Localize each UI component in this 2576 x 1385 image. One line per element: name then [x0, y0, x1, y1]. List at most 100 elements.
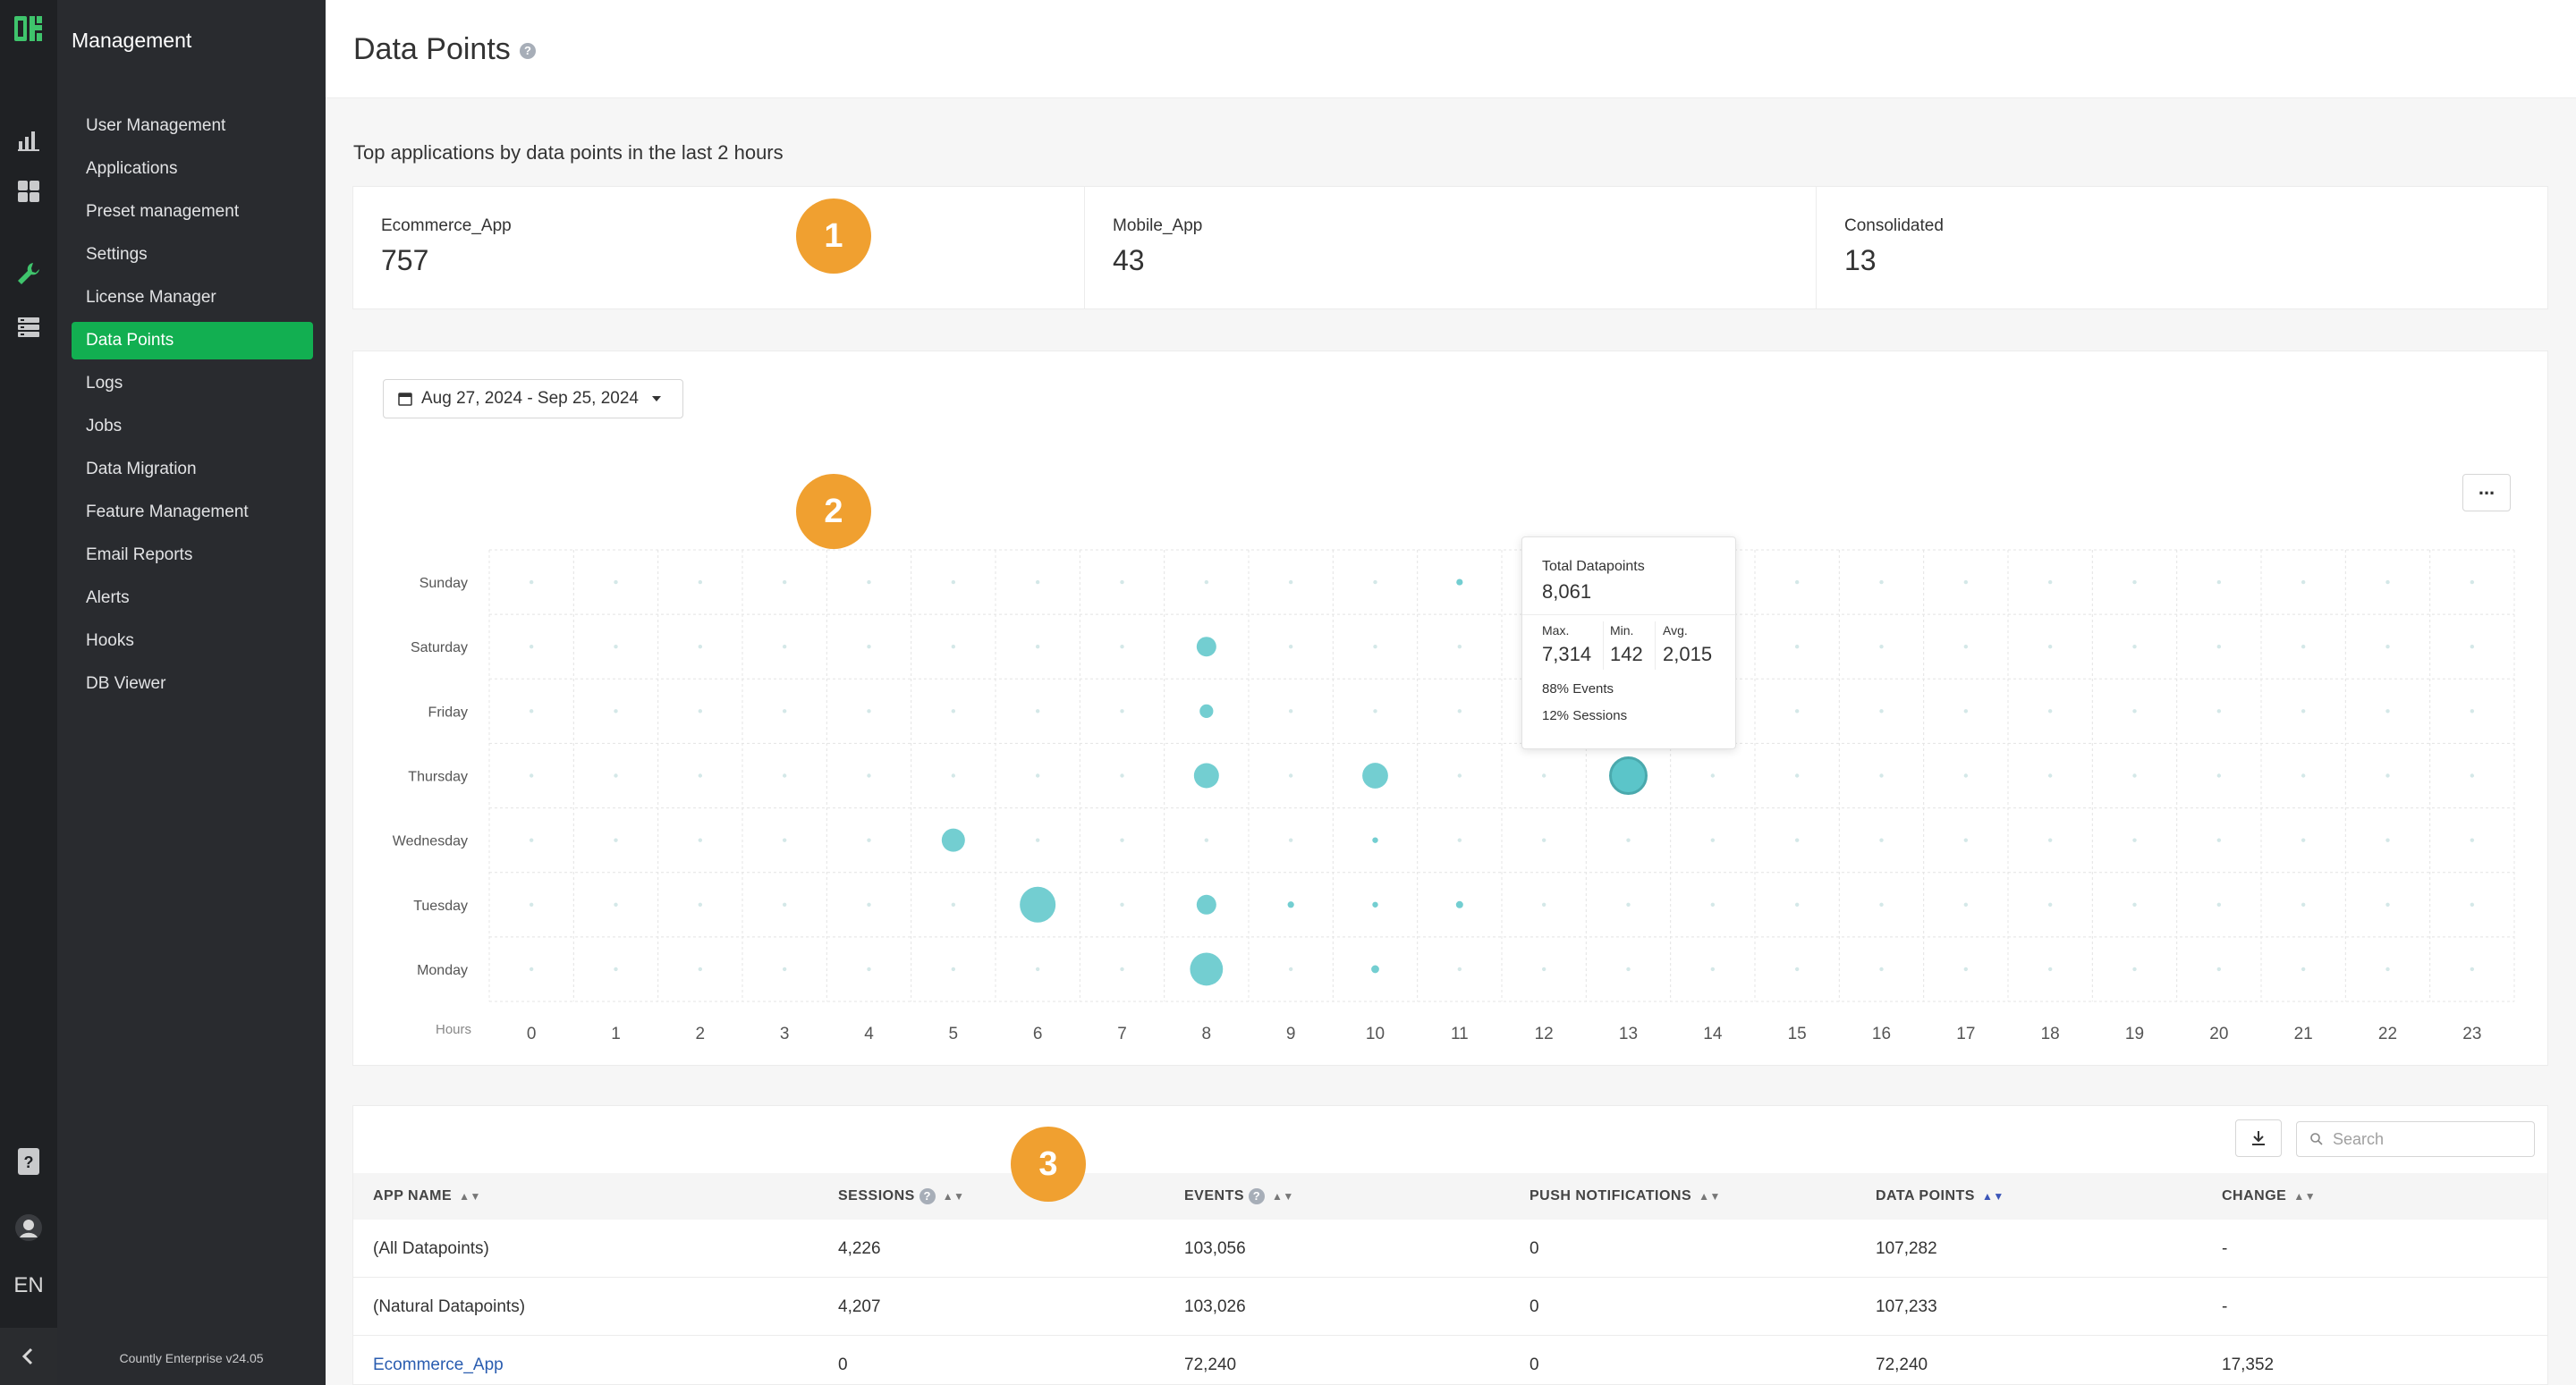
countly-logo-icon[interactable]: [13, 13, 45, 45]
sidebar-item-license-manager[interactable]: License Manager: [86, 288, 216, 307]
empty-cell-dot: [1710, 773, 1716, 778]
x-tick-label: 11: [1451, 1025, 1469, 1043]
sidebar-item-preset-management[interactable]: Preset management: [86, 202, 240, 221]
sidebar-item-alerts[interactable]: Alerts: [86, 588, 130, 607]
tooltip-max-value: 7,314: [1542, 643, 1592, 665]
empty-cell-dot: [867, 838, 871, 842]
sidebar-item-data-migration[interactable]: Data Migration: [86, 460, 197, 478]
empty-cell-dot: [1035, 579, 1040, 585]
date-range-picker[interactable]: Aug 27, 2024 - Sep 25, 2024: [383, 379, 683, 418]
top-app-value: 757: [381, 244, 429, 276]
sidebar-item-feature-management[interactable]: Feature Management: [86, 502, 249, 521]
tooltip-events-share: 88% Events: [1542, 681, 1614, 697]
cell-events: 103,056: [1184, 1239, 1246, 1258]
column-header-sessions[interactable]: SESSIONS ? ▲▼: [838, 1173, 965, 1220]
empty-cell-dot: [782, 967, 787, 972]
tooltip-max: Max. 7,314: [1542, 623, 1591, 666]
empty-cell-dot: [2132, 773, 2137, 778]
column-header-change[interactable]: CHANGE ▲▼: [2222, 1173, 2316, 1220]
sidebar-item-applications[interactable]: Applications: [86, 159, 178, 178]
empty-cell-dot: [1541, 967, 1546, 972]
version-label: Countly Enterprise v24.05: [119, 1351, 264, 1365]
empty-cell-dot: [867, 579, 871, 585]
help-question-icon[interactable]: ?: [520, 43, 536, 59]
calendar-icon: [398, 393, 412, 406]
empty-cell-dot: [867, 773, 871, 778]
sidebar-item-logs[interactable]: Logs: [86, 374, 123, 393]
sidebar-item-user-management[interactable]: User Management: [86, 116, 226, 135]
cell-push: 0: [1530, 1239, 1539, 1258]
data-manager-icon[interactable]: [13, 311, 45, 343]
empty-cell-dot: [698, 967, 703, 972]
empty-cell-dot: [2047, 709, 2053, 714]
chevron-down-icon: [651, 396, 661, 401]
empty-cell-dot: [614, 902, 618, 907]
chart-more-options-button[interactable]: ...: [2462, 474, 2511, 511]
download-button[interactable]: [2235, 1119, 2282, 1157]
help-question-icon[interactable]: ?: [919, 1188, 936, 1204]
empty-cell-dot: [2385, 709, 2390, 714]
empty-cell-dot: [529, 902, 534, 907]
sidebar-item-settings[interactable]: Settings: [86, 245, 148, 264]
empty-cell-dot: [2470, 579, 2475, 585]
empty-cell-dot: [2216, 902, 2222, 907]
step-badge: 1: [796, 198, 871, 274]
sidebar-item-hooks[interactable]: Hooks: [86, 631, 134, 650]
empty-cell-dot: [1626, 902, 1631, 907]
empty-cell-dot: [1035, 709, 1040, 714]
data-bubble: [1190, 952, 1224, 986]
x-tick-label: 1: [611, 1025, 621, 1043]
sidebar-title: Management: [72, 29, 192, 52]
chart-tooltip: Total Datapoints 8,061 Max. 7,314 Min. 1…: [1521, 536, 1736, 749]
empty-cell-dot: [1288, 709, 1293, 714]
help-book-icon[interactable]: ?: [13, 1145, 45, 1178]
dashboards-icon[interactable]: [13, 175, 45, 207]
column-header-events[interactable]: EVENTS ? ▲▼: [1184, 1173, 1294, 1220]
empty-cell-dot: [1035, 967, 1040, 972]
language-selector[interactable]: EN: [13, 1273, 44, 1297]
sort-icon: ▲▼: [2293, 1190, 2317, 1203]
empty-cell-dot: [2470, 709, 2475, 714]
cell-change: 17,352: [2222, 1355, 2275, 1374]
search-input[interactable]: [2333, 1129, 2521, 1149]
empty-cell-dot: [2132, 709, 2137, 714]
y-tick-label: Wednesday: [393, 834, 468, 849]
management-wrench-icon[interactable]: [13, 258, 45, 290]
sidebar-item-jobs[interactable]: Jobs: [86, 417, 123, 435]
sidebar-item-db-viewer[interactable]: DB Viewer: [86, 674, 166, 693]
empty-cell-dot: [1288, 645, 1293, 649]
column-header-push-notifications[interactable]: PUSH NOTIFICATIONS ▲▼: [1530, 1173, 1721, 1220]
help-question-icon[interactable]: ?: [1248, 1188, 1265, 1204]
collapse-sidebar-button[interactable]: [0, 1328, 57, 1385]
user-avatar-icon[interactable]: [13, 1212, 45, 1244]
empty-cell-dot: [2470, 967, 2475, 972]
top-app-card: Mobile_App 43: [1085, 187, 1817, 308]
empty-cell-dot: [614, 838, 618, 842]
step-badge: 3: [1011, 1127, 1086, 1202]
empty-cell-dot: [2385, 645, 2390, 649]
punchcard-chart: Sunday Saturday Friday Thursday Wednesday Tue…: [393, 549, 2515, 1043]
analytics-icon[interactable]: [13, 123, 45, 156]
column-header-app-name[interactable]: APP NAME ▲▼: [373, 1173, 481, 1220]
empty-cell-dot: [782, 902, 787, 907]
x-tick-label: 2: [696, 1025, 706, 1043]
empty-cell-dot: [1541, 902, 1546, 907]
sidebar-item-data-points[interactable]: Data Points: [72, 322, 313, 359]
sidebar-item-email-reports[interactable]: Email Reports: [86, 545, 193, 564]
sort-icon: ▲▼: [1699, 1190, 1721, 1203]
empty-cell-dot: [1457, 773, 1462, 778]
x-tick-label: 12: [1535, 1025, 1554, 1043]
column-header-data-points[interactable]: DATA POINTS ▲▼: [1876, 1173, 2004, 1220]
empty-cell-dot: [1120, 645, 1124, 649]
cell-sessions: 0: [838, 1355, 848, 1374]
sort-icon-active: ▲▼: [1981, 1190, 2004, 1203]
empty-cell-dot: [529, 579, 534, 585]
empty-cell-dot: [1120, 902, 1124, 907]
empty-cell-dot: [1373, 579, 1377, 585]
empty-cell-dot: [1288, 773, 1293, 778]
empty-cell-dot: [614, 645, 618, 649]
empty-cell-dot: [698, 709, 703, 714]
data-bubble: [1371, 965, 1379, 974]
empty-cell-dot: [1963, 773, 1969, 778]
cell-app-name-link[interactable]: Ecommerce_App: [373, 1355, 504, 1374]
